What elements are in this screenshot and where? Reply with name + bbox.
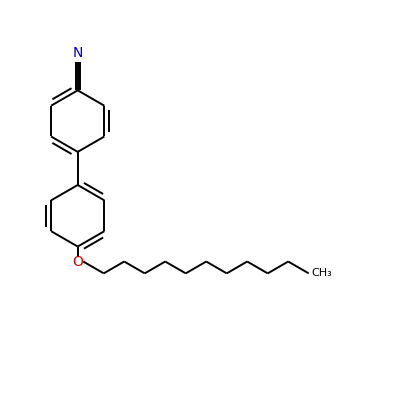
Text: O: O bbox=[72, 254, 83, 268]
Text: N: N bbox=[72, 46, 83, 60]
Text: CH₃: CH₃ bbox=[312, 268, 333, 278]
